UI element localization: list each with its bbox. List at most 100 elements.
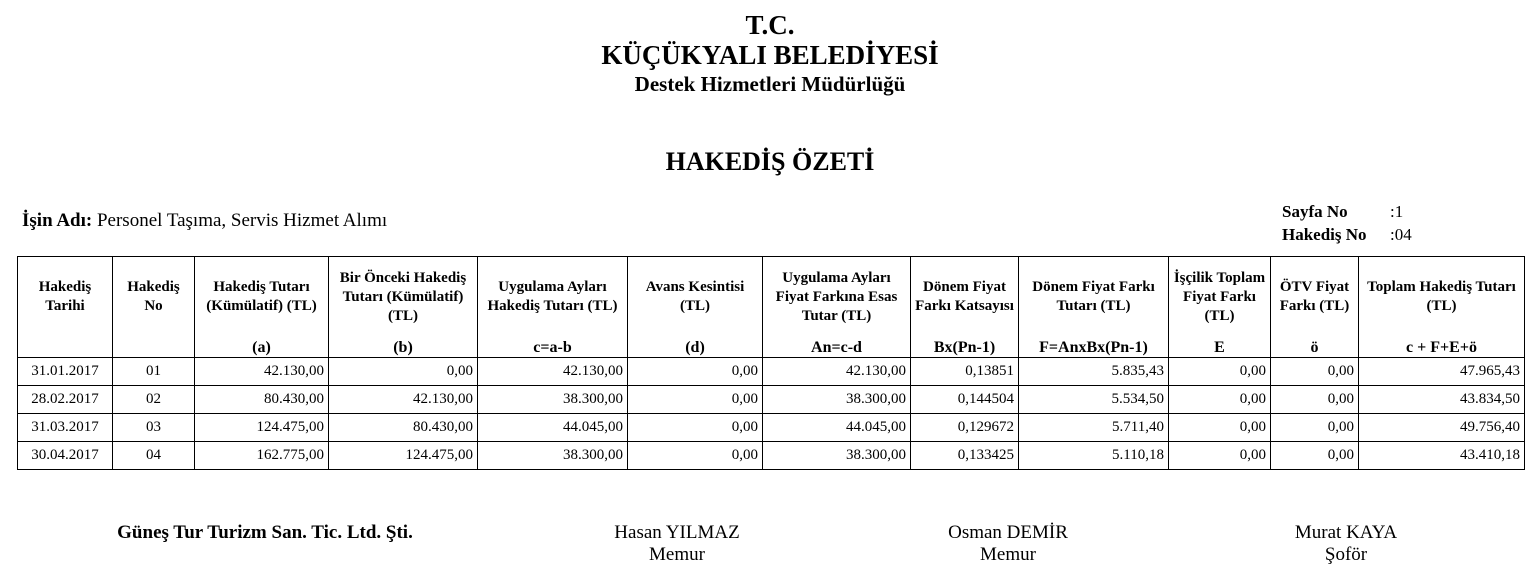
hakedis-no-label: Hakediş No	[1282, 225, 1367, 244]
column-header: Toplam Hakediş Tutarı (TL)	[1358, 256, 1525, 337]
header-municipality: KÜÇÜKYALI BELEDİYESİ	[601, 40, 939, 70]
column-header: Uygulama Ayları Fiyat Farkına Esas Tutar…	[762, 256, 911, 337]
table-cell: 0,13851	[910, 357, 1019, 386]
column-header: Bir Önceki Hakediş Tutarı (Kümülatif) (T…	[328, 256, 478, 337]
column-header: İşçilik Toplam Fiyat Farkı (TL)	[1168, 256, 1271, 337]
page-no: Sayfa No :1	[1282, 202, 1403, 222]
signature-name: Osman DEMİR	[948, 522, 1068, 543]
table-cell: 47.965,43	[1358, 357, 1525, 386]
table-cell: 44.045,00	[477, 413, 628, 442]
table-row: 31.03.2017 03 124.475,00 80.430,00 44.045,00…	[17, 413, 1525, 442]
table-cell: 80.430,00	[328, 413, 478, 442]
header-row: Hakediş Tarihi Hakediş No Hakediş Tutarı (…	[17, 256, 1525, 337]
signature-name: Güneş Tur Turizm San. Tic. Ltd. Şti.	[117, 522, 413, 543]
table-row: 28.02.2017 02 80.430,00 42.130,00 38.300,00 0…	[17, 385, 1525, 414]
table-cell: 5.110,18	[1018, 441, 1169, 470]
table-cell: 0,00	[627, 357, 763, 386]
document-title: HAKEDİŞ ÖZETİ	[665, 147, 875, 176]
table-cell: 42.130,00	[328, 385, 478, 414]
table-cell: 0,00	[1168, 413, 1271, 442]
column-header: Dönem Fiyat Farkı Tutarı (TL)	[1018, 256, 1169, 337]
table-cell: 5.835,43	[1018, 357, 1169, 386]
column-formula: ö	[1270, 337, 1359, 358]
signature-name: Hasan YILMAZ	[614, 522, 740, 543]
table-cell: 42.130,00	[762, 357, 911, 386]
page-no-value: :1	[1390, 202, 1404, 221]
table-cell: 0,129672	[910, 413, 1019, 442]
table-cell: 43.834,50	[1358, 385, 1525, 414]
signature-role: Memur	[649, 544, 705, 565]
table-cell: 04	[112, 441, 195, 470]
column-formula: c=a-b	[477, 337, 628, 358]
table-cell: 43.410,18	[1358, 441, 1525, 470]
hakedis-no-value: :04	[1390, 225, 1412, 244]
table-cell: 0,00	[627, 441, 763, 470]
table-cell: 0,00	[627, 385, 763, 414]
table-cell: 49.756,40	[1358, 413, 1525, 442]
table-cell: 42.130,00	[194, 357, 329, 386]
table-cell: 42.130,00	[477, 357, 628, 386]
table-cell: 28.02.2017	[17, 385, 113, 414]
column-header: Hakediş Tutarı (Kümülatif) (TL)	[194, 256, 329, 337]
table-cell: 31.03.2017	[17, 413, 113, 442]
job-value: Personel Taşıma, Servis Hizmet Alımı	[96, 210, 388, 231]
column-header: ÖTV Fiyat Farkı (TL)	[1270, 256, 1359, 337]
column-formula: F=AnxBx(Pn-1)	[1018, 337, 1169, 358]
table-cell: 03	[112, 413, 195, 442]
column-formula: c + F+E+ö	[1358, 337, 1525, 358]
table-cell: 124.475,00	[194, 413, 329, 442]
table-row: 30.04.2017 04 162.775,00 124.475,00 38.300,0…	[17, 441, 1525, 470]
column-header: Avans Kesintisi (TL)	[627, 256, 763, 337]
table-cell: 0,00	[1168, 441, 1271, 470]
signature-3: Murat KAYA Şoför	[1246, 522, 1446, 566]
table-cell: 80.430,00	[194, 385, 329, 414]
table-cell: 0,00	[1270, 385, 1359, 414]
signature-name: Murat KAYA	[1294, 522, 1398, 543]
table-cell: 0,144504	[910, 385, 1019, 414]
signature-company: Güneş Tur Turizm San. Tic. Ltd. Şti.	[60, 522, 470, 544]
table-cell: 31.01.2017	[17, 357, 113, 386]
table-cell: 0,00	[627, 413, 763, 442]
table-cell: 162.775,00	[194, 441, 329, 470]
table-cell: 44.045,00	[762, 413, 911, 442]
column-formula: Bx(Pn-1)	[910, 337, 1019, 358]
column-formula	[112, 337, 195, 358]
table-cell: 01	[112, 357, 195, 386]
job-label: İşin Adı:	[22, 210, 93, 231]
signature-1: Hasan YILMAZ Memur	[577, 522, 777, 566]
table-cell: 38.300,00	[477, 441, 628, 470]
column-formula: (a)	[194, 337, 329, 358]
column-header: Hakediş No	[112, 256, 195, 337]
signature-2: Osman DEMİR Memur	[908, 522, 1108, 566]
column-header: Hakediş Tarihi	[17, 256, 113, 337]
table-cell: 38.300,00	[762, 441, 911, 470]
table-cell: 5.534,50	[1018, 385, 1169, 414]
table-cell: 5.711,40	[1018, 413, 1169, 442]
table-cell: 02	[112, 385, 195, 414]
header-tc: T.C.	[745, 10, 795, 40]
column-formula: (d)	[627, 337, 763, 358]
table-cell: 0,133425	[910, 441, 1019, 470]
table-cell: 0,00	[328, 357, 478, 386]
table-cell: 124.475,00	[328, 441, 478, 470]
column-header: Dönem Fiyat Farkı Katsayısı	[910, 256, 1019, 337]
signature-role: Şoför	[1324, 544, 1368, 565]
hakedis-no: Hakediş No :04	[1282, 225, 1412, 245]
column-formula: E	[1168, 337, 1271, 358]
column-formula: An=c-d	[762, 337, 911, 358]
page-no-label: Sayfa No	[1282, 202, 1348, 221]
summary-table: Hakediş Tarihi Hakediş No Hakediş Tutarı (…	[17, 256, 1525, 470]
table-cell: 0,00	[1270, 413, 1359, 442]
formula-row: (a) (b) c=a-b (d) An=c-d Bx(Pn-1) F=AnxBx(Pn-1…	[17, 337, 1525, 358]
table-cell: 38.300,00	[477, 385, 628, 414]
table-cell: 38.300,00	[762, 385, 911, 414]
table-cell: 30.04.2017	[17, 441, 113, 470]
table-row: 31.01.2017 01 42.130,00 0,00 42.130,00 0,00 42…	[17, 357, 1525, 386]
job-name: İşin Adı: Personel Taşıma, Servis Hizmet…	[22, 210, 387, 232]
column-formula	[17, 337, 113, 358]
table-cell: 0,00	[1270, 441, 1359, 470]
signature-role: Memur	[980, 544, 1036, 565]
header-department: Destek Hizmetleri Müdürlüğü	[634, 72, 906, 96]
column-formula: (b)	[328, 337, 478, 358]
table-cell: 0,00	[1168, 357, 1271, 386]
